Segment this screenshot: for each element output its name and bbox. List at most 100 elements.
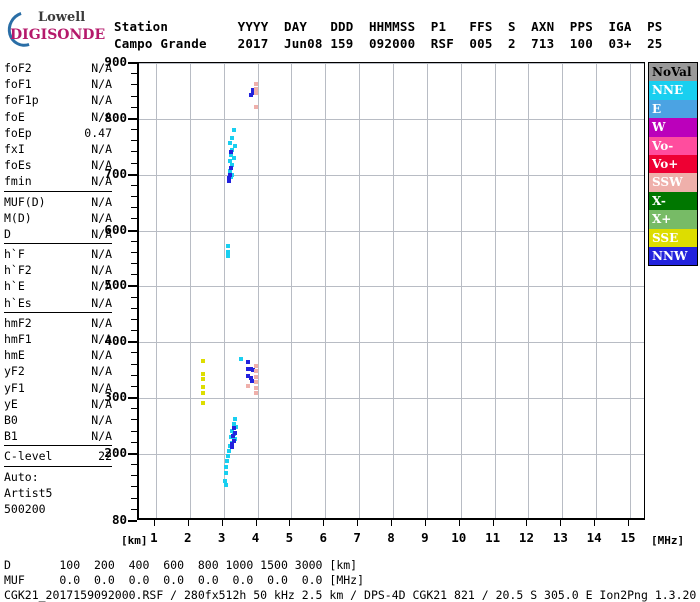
x-axis-tick (323, 520, 325, 526)
param-row-hmF2: hmF2 N/A (4, 315, 112, 331)
logo-digisonde-text: DIGISONDE (10, 27, 106, 43)
data-point-ssw (253, 91, 258, 96)
y-axis-tick (131, 196, 137, 198)
param-key: h`E (4, 279, 25, 294)
data-point-ssw (253, 386, 258, 391)
data-point-sse (201, 371, 206, 376)
data-point-nnw (246, 360, 251, 365)
data-point-nne (228, 159, 233, 164)
d-row: D 100 200 400 600 800 1000 1500 3000 [km… (4, 558, 358, 572)
y-axis: 80 200 300 400 500 600 700 800 900 (67, 54, 137, 527)
data-point-nnw (231, 438, 236, 443)
data-point-nnw (248, 367, 253, 372)
data-point-nne (223, 470, 228, 475)
auto-info-line: Auto: (4, 469, 39, 484)
y-axis-tick (128, 285, 137, 288)
x-axis-label: 4 (251, 530, 260, 545)
y-axis-tick (128, 62, 137, 64)
x-axis-tick (526, 520, 528, 526)
y-axis-tick (131, 296, 137, 298)
param-key: hmF2 (4, 315, 32, 330)
data-point-nne (230, 148, 235, 153)
param-key: h`Es (4, 295, 32, 310)
y-axis-tick (131, 419, 137, 421)
y-axis-tick (131, 274, 137, 276)
param-value: N/A (91, 194, 112, 209)
data-point-nne (231, 155, 236, 160)
y-axis-tick (131, 207, 137, 209)
data-point-nnw (250, 87, 255, 92)
x-axis-tick (492, 520, 494, 526)
legend-item-w[interactable]: W (649, 118, 697, 137)
param-key: foF2 (4, 61, 32, 75)
legend-item-vo[interactable]: Vo+ (649, 154, 697, 174)
legend-item-noval[interactable]: NoVal (649, 63, 697, 82)
legend-item-x[interactable]: X+ (649, 210, 697, 229)
y-axis-tick (128, 229, 137, 232)
param-row-D: D N/A (4, 226, 112, 242)
y-axis-tick (131, 129, 137, 131)
data-point-nne (223, 478, 228, 483)
param-row-foEp: foEp 0.47 (4, 125, 112, 141)
legend-item-sse[interactable]: SSE (649, 228, 697, 247)
param-value: N/A (91, 279, 112, 294)
param-value: N/A (91, 348, 112, 363)
param-row-hF: h`F N/A (4, 246, 112, 262)
param-divider (4, 243, 112, 245)
data-point-nne (227, 448, 232, 453)
y-axis-tick (131, 330, 137, 332)
muf-table: D 100 200 400 600 800 1000 1500 3000 [km… (4, 558, 364, 587)
param-row-yE: yE N/A (4, 396, 112, 412)
param-row-MUFD: MUF(D) N/A (4, 194, 112, 210)
x-axis-tick (424, 520, 426, 526)
y-axis-tick (128, 341, 137, 344)
y-axis-tick (131, 352, 137, 354)
gridline-vertical (223, 63, 225, 518)
param-value: N/A (91, 380, 112, 395)
param-value: N/A (91, 295, 112, 310)
legend-item-nnw[interactable]: NNW (649, 246, 697, 266)
param-value: N/A (91, 315, 112, 330)
data-point-nne (229, 174, 234, 179)
legend-item-x[interactable]: X- (649, 191, 697, 211)
param-key: foE (4, 109, 25, 124)
param-row-B1: B1 N/A (4, 428, 112, 444)
x-axis-label: 7 (353, 530, 361, 545)
ionogram-plot[interactable]: 80 200 300 400 500 600 700 800 900 1 2 3 4 5 6 7 8 9 10 11 1… (104, 54, 684, 547)
file-status-line: CGK21_2017159092000.RSF / 280fx512h 50 k… (4, 588, 697, 602)
gridline-vertical (630, 63, 632, 518)
header-labels: Station YYYY DAY DDD HHMMSS P1 FFS S AXN… (114, 19, 663, 34)
data-point-nne (233, 417, 238, 422)
gridline-horizontal (139, 342, 644, 344)
x-axis-label: 2 (184, 530, 192, 545)
legend-item-ssw[interactable]: SSW (649, 173, 697, 192)
y-axis-tick (128, 173, 137, 176)
data-point-nne (230, 162, 235, 167)
data-point-nne (228, 141, 233, 146)
legend-item-vo[interactable]: Vo- (649, 136, 697, 155)
gridline-vertical (155, 63, 157, 518)
data-point-nne (225, 244, 230, 249)
x-axis-label: 3 (217, 530, 226, 545)
plot-area[interactable] (137, 62, 645, 520)
param-key: foEs (4, 158, 32, 173)
y-axis-label: 600 (104, 221, 127, 237)
param-key: h`F (4, 247, 25, 262)
param-divider (4, 311, 112, 313)
legend-item-nne[interactable]: NNE (649, 81, 697, 100)
param-value: 0.47 (84, 125, 112, 140)
x-axis-unit: [MHz] (651, 534, 685, 547)
y-axis-tick (131, 84, 137, 86)
param-key: B1 (4, 429, 18, 444)
data-point-nnw (229, 166, 234, 170)
legend-item-e[interactable]: E (649, 99, 697, 119)
gridline-vertical (257, 63, 259, 518)
param-row-hF2: h`F2 N/A (4, 262, 112, 278)
data-point-ssw (253, 374, 258, 379)
param-key: D (4, 226, 11, 241)
gridline-vertical (291, 63, 293, 518)
y-axis-tick (131, 218, 137, 220)
param-value: N/A (91, 247, 112, 262)
data-point-nne (230, 428, 235, 433)
x-axis-tick (255, 520, 257, 526)
